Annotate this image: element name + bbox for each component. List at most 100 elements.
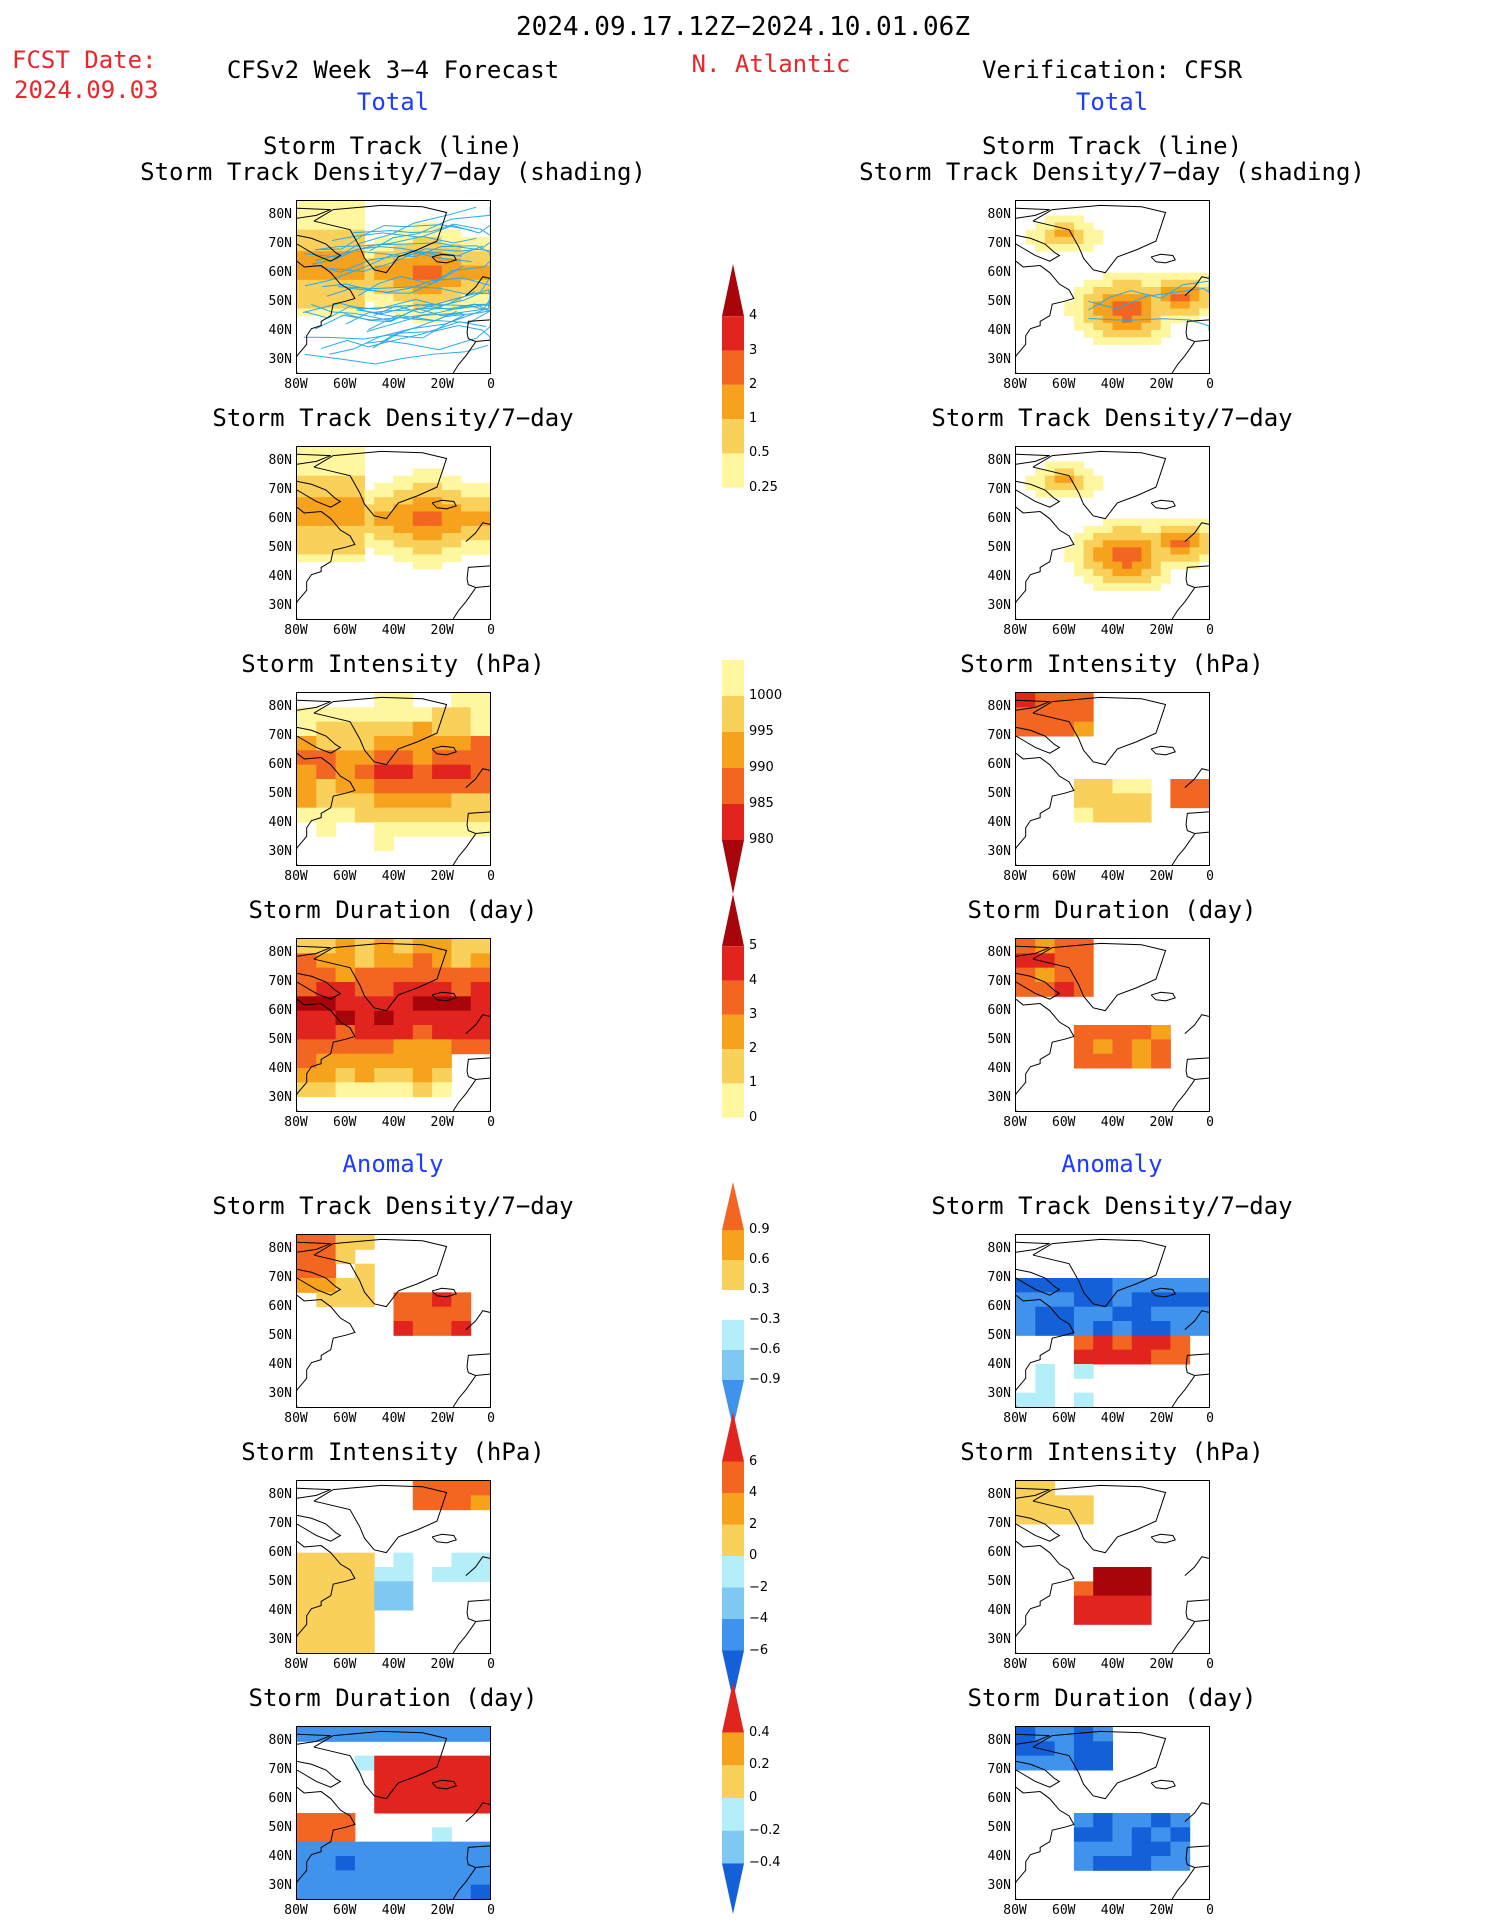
- colorbar-intensity-anomaly-label: −6: [749, 1642, 769, 1658]
- lat-tick-label: 80N: [987, 698, 1011, 714]
- lon-tick-label: 60W: [1052, 869, 1076, 884]
- lat-tick-label: 50N: [268, 1327, 292, 1343]
- density-anomaly-panel-verification: [1015, 1234, 1210, 1408]
- colorbar-intensity-anomaly: [722, 1412, 744, 1700]
- lat-tick-label: 40N: [987, 814, 1011, 830]
- lon-tick-label: 20W: [430, 1903, 454, 1918]
- colorbar-density-total-label: 0.25: [749, 479, 778, 495]
- colorbar-intensity-total-label: 1000: [749, 688, 783, 703]
- lon-tick-label: 40W: [381, 869, 406, 884]
- lon-tick-label: 20W: [430, 377, 454, 392]
- colorbar-density-anomaly: [722, 1182, 744, 1428]
- lon-tick-label: 60W: [1052, 1903, 1076, 1918]
- duration-anomaly-panel-forecast: [296, 1726, 491, 1900]
- colorbar-duration-total-label: 3: [749, 1006, 758, 1022]
- title-duration-right: Storm Duration (day): [967, 896, 1257, 924]
- lon-tick-label: 20W: [1149, 1903, 1173, 1918]
- lon-tick-label: 80W: [284, 1657, 308, 1672]
- lon-tick-label: 40W: [381, 1903, 406, 1918]
- lat-tick-label: 40N: [987, 1060, 1011, 1076]
- colorbar-intensity-anomaly-label: 2: [749, 1516, 758, 1532]
- lon-tick-label: 20W: [1149, 623, 1173, 638]
- lat-tick-label: 30N: [987, 1089, 1011, 1105]
- lon-tick-label: 60W: [1052, 623, 1076, 638]
- lon-tick-label: 40W: [1100, 1115, 1125, 1130]
- lat-tick-label: 50N: [987, 785, 1011, 801]
- lon-tick-label: 20W: [430, 1411, 454, 1426]
- lon-tick-label: 0: [487, 1115, 495, 1130]
- lon-tick-label: 60W: [333, 869, 357, 884]
- track-panel-verification: [1015, 200, 1210, 374]
- lon-tick-label: 20W: [1149, 1657, 1173, 1672]
- lat-tick-label: 40N: [987, 1602, 1011, 1618]
- colorbar-duration-total-label: 4: [749, 972, 758, 988]
- intensity-panel-forecast: [296, 692, 491, 866]
- lon-tick-label: 0: [487, 1903, 495, 1918]
- colorbar-duration-anomaly: [722, 1682, 744, 1914]
- title-density-left: Storm Track Density/7−day: [212, 404, 574, 432]
- colorbar-duration-total: [722, 894, 744, 1152]
- lon-tick-label: 80W: [1003, 1411, 1027, 1426]
- colorbar-intensity-total-label: 980: [749, 832, 774, 847]
- lon-tick-label: 60W: [1052, 377, 1076, 392]
- title-track-line-left: Storm Track (line): [262, 132, 524, 160]
- lon-tick-label: 40W: [381, 1657, 406, 1672]
- intensity-anomaly-panel-verification: [1015, 1480, 1210, 1654]
- lat-tick-label: 70N: [268, 235, 292, 251]
- lat-tick-label: 80N: [268, 1486, 292, 1502]
- shading: [297, 939, 490, 1098]
- title-duration-left: Storm Duration (day): [248, 896, 538, 924]
- lat-tick-label: 80N: [987, 1732, 1011, 1748]
- lon-tick-label: 40W: [1100, 1657, 1125, 1672]
- colorbar-density-total-label: 2: [749, 376, 758, 392]
- lat-tick-label: 50N: [268, 293, 292, 309]
- lon-tick-label: 60W: [333, 1657, 357, 1672]
- lon-tick-label: 80W: [1003, 623, 1027, 638]
- lat-tick-label: 60N: [268, 1544, 292, 1560]
- lon-tick-label: 40W: [1100, 623, 1125, 638]
- lat-tick-label: 70N: [268, 1269, 292, 1285]
- lat-tick-label: 40N: [268, 814, 292, 830]
- lat-tick-label: 40N: [268, 568, 292, 584]
- shading: [297, 447, 490, 570]
- coastline: [297, 204, 490, 373]
- lon-tick-label: 40W: [1100, 377, 1125, 392]
- lon-tick-label: 20W: [1149, 869, 1173, 884]
- coastline: [297, 450, 490, 619]
- lat-tick-label: 60N: [987, 510, 1011, 526]
- lon-tick-label: 20W: [430, 869, 454, 884]
- duration-panel-verification: [1015, 938, 1210, 1112]
- coastline: [297, 942, 490, 1111]
- colorbar-intensity-anomaly-label: 0: [749, 1548, 758, 1563]
- lon-tick-label: 0: [1206, 1411, 1214, 1426]
- lon-tick-label: 80W: [284, 377, 308, 392]
- colorbar-intensity-anomaly-label: 4: [749, 1485, 758, 1500]
- lat-tick-label: 60N: [987, 1790, 1011, 1806]
- lat-tick-label: 80N: [268, 1240, 292, 1256]
- lat-tick-label: 70N: [268, 481, 292, 497]
- lon-tick-label: 40W: [381, 1411, 406, 1426]
- colorbar-intensity-anomaly-label: 6: [749, 1453, 758, 1469]
- colorbar-density-total-label: 0.5: [749, 445, 770, 461]
- anomaly-label-right: Anomaly: [1061, 1150, 1163, 1178]
- lat-tick-label: 70N: [987, 1761, 1011, 1777]
- title-density-right: Storm Track Density/7−day: [931, 404, 1293, 432]
- colorbar-intensity-total: [722, 660, 744, 894]
- lat-tick-label: 40N: [268, 1848, 292, 1864]
- shading: [1016, 693, 1209, 823]
- lat-tick-label: 40N: [268, 1060, 292, 1076]
- lat-tick-label: 70N: [268, 727, 292, 743]
- lat-tick-label: 80N: [987, 452, 1011, 468]
- title-intensity-anom-right: Storm Intensity (hPa): [960, 1438, 1264, 1466]
- lat-tick-label: 30N: [268, 1089, 292, 1105]
- coastline: [297, 1484, 490, 1653]
- colorbar-intensity-anomaly-label: −2: [749, 1579, 769, 1595]
- lat-tick-label: 50N: [268, 539, 292, 555]
- lon-tick-label: 60W: [333, 1411, 357, 1426]
- density-panel-verification: [1015, 446, 1210, 620]
- coastline: [1016, 450, 1209, 619]
- lon-tick-label: 80W: [284, 869, 308, 884]
- coastline: [1016, 696, 1209, 865]
- lat-tick-label: 50N: [987, 293, 1011, 309]
- lat-tick-label: 70N: [987, 1515, 1011, 1531]
